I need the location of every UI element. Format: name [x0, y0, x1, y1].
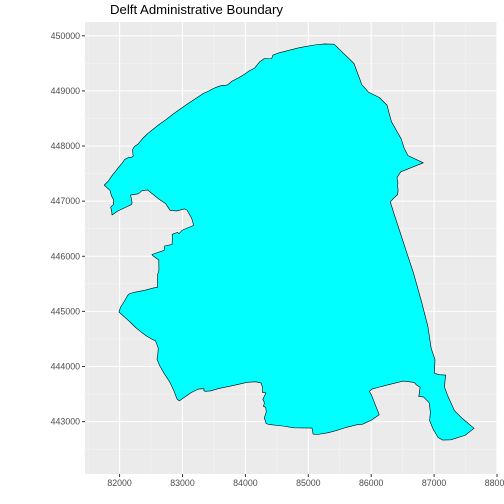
y-tick-label: 445000 [51, 306, 80, 316]
x-axis: 82000 83000 84000 85000 86000 87000 88000 [107, 474, 504, 488]
y-tick-label: 444000 [51, 362, 80, 372]
delft-boundary-polygon [103, 43, 475, 441]
y-tick-label: 447000 [51, 196, 80, 206]
x-tick-label: 85000 [296, 478, 321, 488]
y-tick-label: 443000 [51, 417, 80, 427]
x-tick-label: 83000 [170, 478, 195, 488]
boundary-layer [103, 43, 475, 441]
map-title: Delft Administrative Boundary [110, 2, 283, 17]
x-tick-label: 84000 [233, 478, 258, 488]
x-tick-label: 86000 [359, 478, 384, 488]
x-tick-label: 88000 [485, 478, 504, 488]
y-tick-label: 449000 [51, 86, 80, 96]
y-tick-label: 450000 [51, 31, 80, 41]
y-tick-label: 448000 [51, 141, 80, 151]
y-tick-label: 446000 [51, 251, 80, 261]
x-tick-label: 87000 [422, 478, 447, 488]
y-axis: 443000 444000 445000 446000 447000 448000 4490… [51, 31, 85, 427]
x-tick-label: 82000 [107, 478, 132, 488]
